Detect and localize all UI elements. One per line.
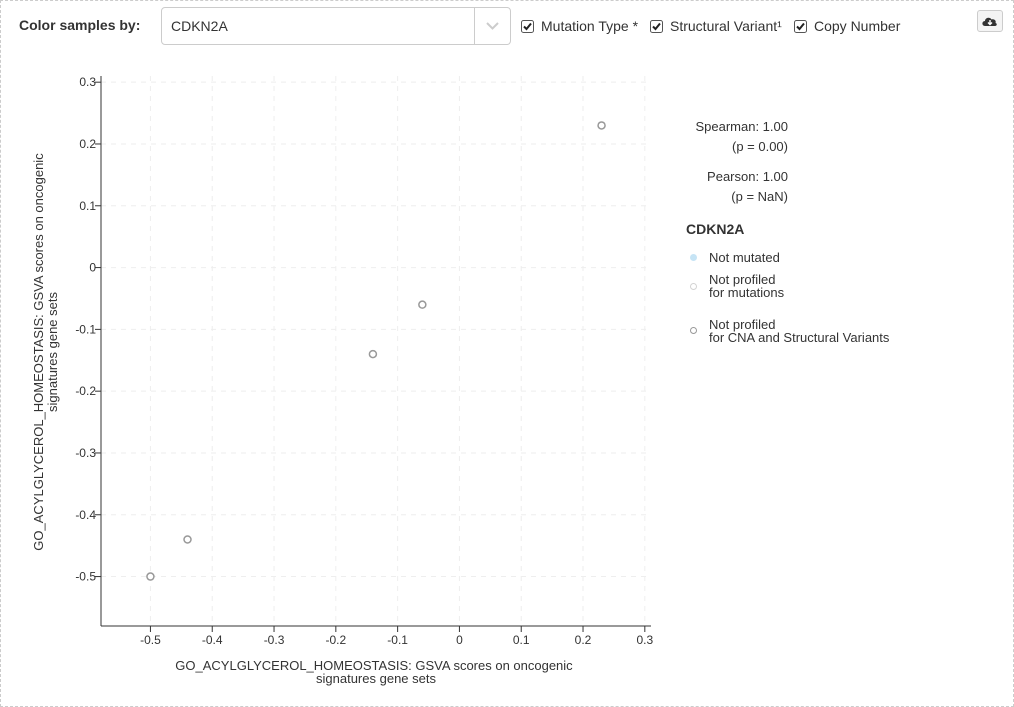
- y-tick-label: 0: [89, 261, 96, 275]
- grid-lines: [101, 76, 651, 626]
- data-point: [146, 572, 155, 581]
- y-tick-label: 0.1: [79, 199, 96, 213]
- copy-number-label: Copy Number: [814, 18, 901, 34]
- data-point: [368, 349, 378, 359]
- y-axis-label-line-1: GO_ACYLGLYCEROL_HOMEOSTASIS: GSVA scores…: [31, 153, 46, 551]
- x-tick-label: -0.1: [387, 633, 408, 647]
- y-tick-label: 0.3: [79, 75, 96, 89]
- y-tick-label: -0.3: [75, 446, 96, 460]
- structural-variant-option[interactable]: Structural Variant¹: [650, 18, 782, 34]
- axes: [95, 76, 651, 632]
- legend-label: Not mutated: [709, 250, 780, 265]
- y-tick-label: -0.4: [75, 508, 96, 522]
- legend-symbol: [690, 283, 697, 290]
- legend-label-line-1: Not profiled: [709, 317, 776, 332]
- cloud-download-icon: [982, 17, 997, 26]
- legend-label-line-2: for CNA and Structural Variants: [709, 330, 890, 345]
- x-tick-label: -0.2: [325, 633, 346, 647]
- pearson-p-value: (p = NaN): [731, 189, 788, 204]
- structural-variant-label: Structural Variant¹: [670, 18, 782, 34]
- download-button[interactable]: [977, 10, 1003, 32]
- x-tick-label: -0.4: [202, 633, 223, 647]
- y-axis-label-line-2: signatures gene sets: [45, 292, 60, 412]
- copy-number-checkbox[interactable]: [794, 20, 807, 33]
- spearman-value: Spearman: 1.00: [695, 119, 788, 134]
- data-point: [597, 121, 606, 130]
- x-tick-label: 0.2: [575, 633, 592, 647]
- mutation-type-label: Mutation Type *: [541, 18, 639, 34]
- pearson-value: Pearson: 1.00: [707, 169, 788, 184]
- gene-select-value: CDKN2A: [171, 18, 228, 34]
- color-samples-label: Color samples by:: [19, 17, 141, 33]
- spearman-p-value: (p = 0.00): [731, 139, 788, 154]
- x-tick-label: 0.3: [636, 633, 653, 647]
- data-point: [183, 535, 192, 544]
- y-tick-label: 0.2: [79, 137, 96, 151]
- tick-labels: -0.5 -0.4 -0.3 -0.2 -0.1 0 0.1 0.2 0.3 0.3 0.2 0.1 0…: [75, 75, 653, 647]
- y-tick-label: -0.2: [75, 384, 96, 398]
- mutation-type-option[interactable]: Mutation Type *: [521, 18, 638, 34]
- x-tick-label: -0.5: [140, 633, 161, 647]
- x-axis-label-line-2: signatures gene sets: [316, 671, 436, 686]
- legend-symbol: [690, 254, 697, 261]
- legend-label-line-2: for mutations: [709, 285, 785, 300]
- mutation-type-checkbox[interactable]: [521, 20, 534, 33]
- y-tick-label: -0.5: [75, 570, 96, 584]
- data-points: [146, 121, 606, 581]
- legend-symbol: [690, 327, 697, 334]
- chevron-down-icon[interactable]: [475, 8, 510, 44]
- structural-variant-checkbox[interactable]: [650, 20, 663, 33]
- y-tick-label: -0.1: [75, 322, 96, 336]
- scatter-chart: -0.5 -0.4 -0.3 -0.2 -0.1 0 0.1 0.2 0.3 0.3 0.2 0.1 0…: [31, 75, 653, 686]
- x-axis-label-line-1: GO_ACYLGLYCEROL_HOMEOSTASIS: GSVA scores…: [175, 658, 573, 673]
- legend-title: CDKN2A: [686, 221, 745, 237]
- gene-select[interactable]: CDKN2A: [161, 7, 511, 45]
- x-tick-label: 0: [456, 633, 463, 647]
- toolbar: Color samples by: CDKN2A Mutation Type *…: [0, 0, 1014, 52]
- copy-number-option[interactable]: Copy Number: [794, 18, 900, 34]
- data-point: [418, 300, 427, 309]
- select-separator: [474, 8, 475, 44]
- legend-label-line-1: Not profiled: [709, 272, 776, 287]
- x-tick-label: 0.1: [513, 633, 530, 647]
- x-tick-label: -0.3: [264, 633, 285, 647]
